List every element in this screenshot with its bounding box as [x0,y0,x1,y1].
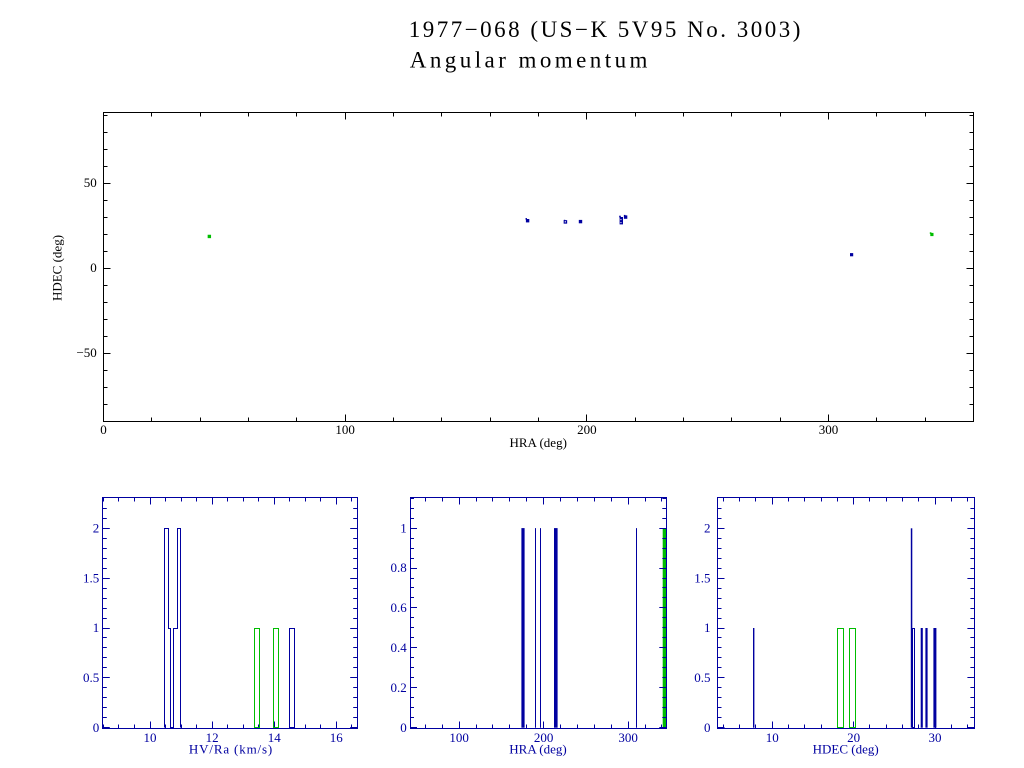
svg-text:1.5: 1.5 [83,570,99,585]
svg-text:HRA (deg): HRA (deg) [509,742,566,757]
svg-text:300: 300 [618,730,638,745]
svg-text:0: 0 [704,720,711,735]
svg-text:20: 20 [847,730,860,745]
svg-text:12: 12 [206,730,219,745]
svg-text:30: 30 [929,730,942,745]
svg-text:1: 1 [93,620,100,635]
svg-text:2: 2 [93,521,100,536]
svg-text:0.6: 0.6 [391,600,408,615]
svg-text:10: 10 [766,730,779,745]
svg-text:0.2: 0.2 [391,680,407,695]
svg-text:16: 16 [330,730,344,745]
svg-text:14: 14 [268,730,282,745]
svg-text:1977−068 (US−K 5V95 No. 3003): 1977−068 (US−K 5V95 No. 3003) [409,17,803,42]
svg-text:50: 50 [84,175,97,190]
svg-text:200: 200 [534,730,554,745]
svg-text:0.4: 0.4 [391,640,408,655]
svg-text:200: 200 [577,422,597,437]
svg-text:100: 100 [335,422,355,437]
svg-text:0: 0 [93,720,100,735]
svg-text:1.5: 1.5 [694,570,710,585]
svg-text:1: 1 [400,520,407,535]
svg-text:0: 0 [100,422,107,437]
svg-text:HDEC (deg): HDEC (deg) [813,742,879,757]
svg-text:0.8: 0.8 [391,560,407,575]
svg-text:0: 0 [90,260,97,275]
svg-text:100: 100 [449,730,469,745]
svg-text:10: 10 [144,730,157,745]
svg-text:0.5: 0.5 [83,670,99,685]
svg-text:1: 1 [704,620,711,635]
svg-text:HV/Ra (km/s): HV/Ra (km/s) [189,742,273,757]
svg-text:−50: −50 [76,345,96,360]
svg-text:0: 0 [400,720,407,735]
svg-text:HDEC (deg): HDEC (deg) [50,235,65,301]
svg-text:Angular momentum: Angular momentum [410,48,651,73]
svg-text:300: 300 [819,422,839,437]
svg-text:0.5: 0.5 [694,670,710,685]
svg-text:2: 2 [704,521,711,536]
svg-text:HRA (deg): HRA (deg) [509,435,566,450]
